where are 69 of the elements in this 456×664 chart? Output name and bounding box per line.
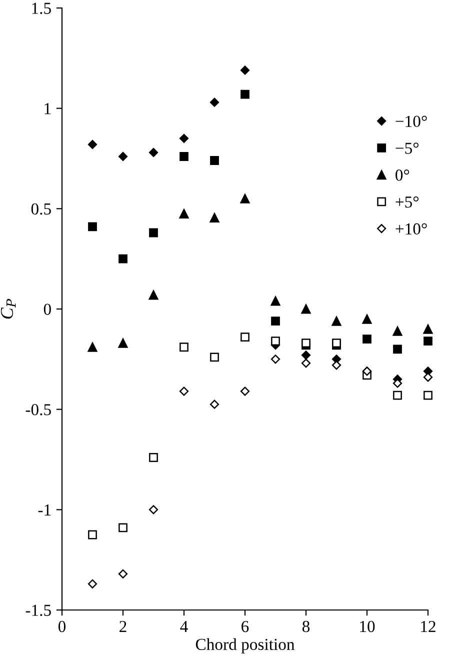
point [270,354,280,364]
legend-label: 0° [396,170,410,181]
x-tick-label: 6 [242,620,249,632]
point [210,156,219,165]
y-tick-label: 0.5 [31,203,51,215]
point [332,360,342,370]
legend-label: −5° [396,142,418,154]
point [118,152,128,162]
x-tick-label: 10 [360,620,375,632]
point [240,66,250,75]
y-axis-title: C$_{P}$ [0,298,16,319]
point [210,212,220,222]
y-tick-label: 1 [44,103,51,114]
point [148,290,158,300]
point [179,134,189,143]
point [180,342,188,352]
point [270,296,280,306]
point [88,530,97,540]
point [301,358,311,368]
y-tick-label: -0.5 [26,404,51,416]
point [424,336,432,346]
x-tick-label: 12 [421,620,436,632]
point [180,152,188,161]
point [240,194,250,204]
point [271,316,280,326]
point [210,352,219,362]
point [240,332,250,342]
point [88,140,98,150]
point [301,350,311,360]
point [210,400,220,409]
point [88,579,98,588]
legend-label: −10° [396,116,427,128]
point [393,390,402,400]
point [423,366,433,376]
point [118,254,128,264]
x-tick-label: 4 [180,621,188,632]
point [118,569,128,578]
point [240,90,250,99]
point [148,148,158,158]
x-tick-label: 0 [58,620,66,632]
point [362,314,372,324]
point [271,336,280,346]
legend-label: +10° [396,223,427,235]
point [210,98,220,107]
point [392,326,402,336]
point [423,324,433,334]
point [332,316,342,326]
point [179,208,189,218]
x-tick-label: 2 [120,620,126,632]
y-tick-label: 0 [44,304,51,315]
point [118,338,128,348]
point [149,453,158,462]
point [179,386,189,396]
y-tick-label: -1.5 [26,604,51,616]
point [362,334,372,344]
y-tick-label: -1 [38,504,51,516]
point [149,228,158,238]
point [88,222,97,232]
x-tick-label: 8 [302,620,310,632]
point [118,523,128,532]
point [148,505,158,514]
point [88,342,98,352]
point [301,304,311,314]
point [424,390,432,400]
point [393,344,402,354]
x-axis-title: Chord position [196,638,295,654]
point [240,386,250,396]
legend-label: +5° [396,196,418,208]
y-tick-label: 1.5 [32,2,51,14]
